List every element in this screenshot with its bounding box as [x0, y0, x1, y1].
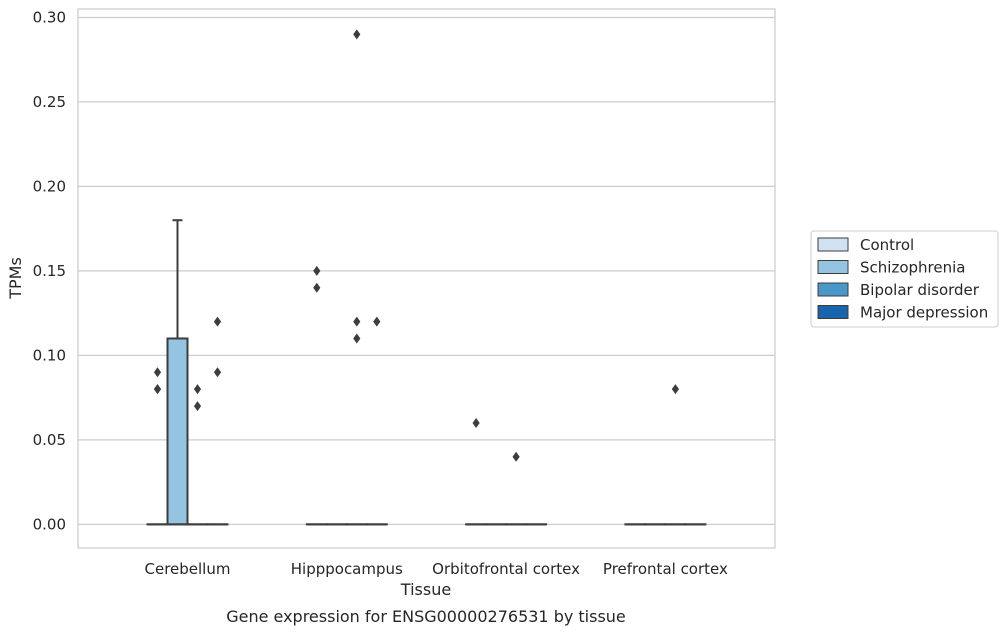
- outlier-point: [153, 367, 162, 378]
- outlier-point: [353, 29, 361, 40]
- legend-label: Schizophrenia: [860, 259, 965, 277]
- outlier-point: [353, 333, 361, 344]
- x-axis-title: Tissue: [400, 580, 451, 599]
- y-axis-ticks: 0.00 0.05 0.10 0.15 0.20 0.25 0.30: [33, 8, 66, 533]
- x-tick-label: Cerebellum: [145, 560, 231, 578]
- y-tick-label: 0.15: [33, 262, 66, 280]
- legend-swatch: [817, 260, 849, 274]
- outlier-point: [213, 316, 222, 327]
- legend-frame: [810, 230, 999, 328]
- legend-label: Bipolar disorder: [860, 281, 980, 299]
- x-axis-ticks: Cerebellum Hipppocampus Orbitofrontal cort…: [145, 560, 728, 578]
- y-tick-label: 0.30: [33, 8, 66, 26]
- y-tick-label: 0.05: [33, 431, 66, 449]
- outlier-point: [373, 316, 381, 327]
- legend: Control Schizophrenia Bipolar disorder Majo…: [810, 230, 999, 328]
- outlier-point: [472, 417, 480, 428]
- x-tick-label: Prefrontal cortex: [603, 560, 728, 578]
- legend-label: Major depression: [860, 304, 988, 322]
- plot-area: [77, 8, 776, 549]
- outlier-point: [313, 282, 321, 293]
- outlier-point: [512, 451, 520, 462]
- y-tick-label: 0.10: [33, 346, 66, 364]
- box-schizophrenia: [166, 219, 189, 526]
- chart-title: Gene expression for ENSG00000276531 by t…: [226, 607, 626, 626]
- legend-swatch: [817, 237, 849, 252]
- outlier-point: [313, 265, 321, 276]
- legend-label: Control: [860, 236, 914, 254]
- outlier-point: [193, 384, 202, 395]
- y-tick-label: 0.25: [33, 93, 66, 111]
- y-tick-label: 0.00: [33, 515, 66, 533]
- x-tick-label: Hipppocampus: [291, 560, 403, 578]
- boxes: [146, 219, 707, 526]
- legend-swatch: [817, 282, 849, 297]
- outlier-point: [213, 367, 222, 378]
- legend-swatch: [817, 305, 849, 319]
- outlier-point: [193, 401, 202, 412]
- outlier-point: [353, 316, 361, 327]
- y-axis-title: TPMs: [6, 257, 25, 300]
- y-tick-label: 0.20: [33, 177, 66, 195]
- x-tick-label: Orbitofrontal cortex: [432, 560, 580, 578]
- outlier-point: [671, 384, 679, 395]
- outlier-point: [153, 384, 162, 395]
- box-body: [166, 337, 189, 526]
- outliers: [153, 29, 679, 462]
